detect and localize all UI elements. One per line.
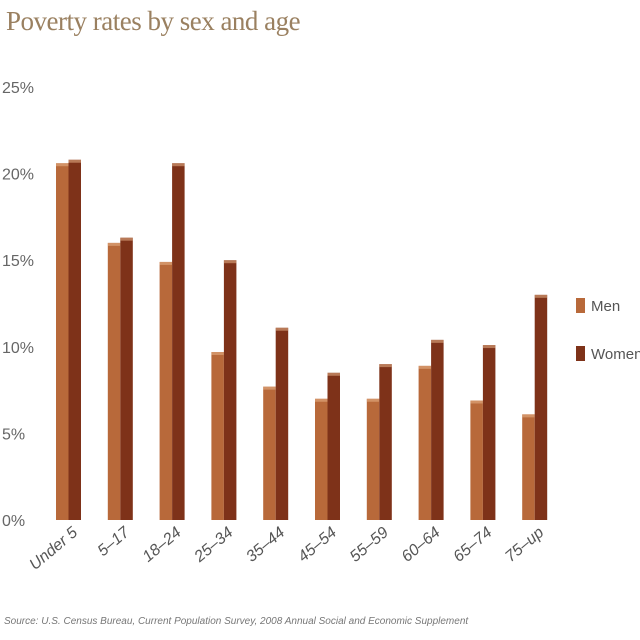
bar-cap <box>366 398 380 402</box>
x-tick-label: 25–34 <box>191 524 237 566</box>
x-tick-label: 55–59 <box>347 524 392 566</box>
bar-men <box>211 351 224 520</box>
bar-women <box>431 339 444 520</box>
bar-men <box>418 365 432 520</box>
bar-cap <box>470 400 483 404</box>
legend-swatch-men <box>576 298 585 313</box>
x-tick-label: Under 5 <box>27 524 82 574</box>
bar-men <box>159 261 173 520</box>
x-axis: Under 5 5–17 18–24 25–34 35–44 45–54 55–59 60–6… <box>27 523 548 573</box>
x-tick-label: 45–54 <box>295 524 340 566</box>
bar-cap <box>120 237 133 241</box>
bar-cap <box>418 365 432 369</box>
x-tick-label: 35–44 <box>243 524 288 566</box>
bar-women <box>379 364 392 520</box>
bar-cap <box>379 364 392 368</box>
bar-cap <box>275 327 289 331</box>
y-tick-label: 20% <box>2 167 34 184</box>
bar-women <box>120 237 133 520</box>
bar-women <box>223 260 237 520</box>
bar-cap <box>223 260 237 264</box>
bar-cap <box>172 163 185 167</box>
bar-men <box>315 398 328 520</box>
bar-cap <box>263 386 276 390</box>
bar-women <box>68 159 81 520</box>
legend-label-men: Men <box>591 298 620 315</box>
bar-men <box>107 242 121 520</box>
legend: Men Women <box>576 298 640 363</box>
bar-women <box>275 327 289 520</box>
y-tick-label: 15% <box>2 253 34 270</box>
bar-cap <box>315 398 328 402</box>
bar-cap <box>431 339 444 343</box>
bar-cap <box>327 372 340 376</box>
bar-cap <box>107 242 121 246</box>
chart-title: Poverty rates by sex and age <box>6 6 301 36</box>
x-tick-label: 75–up <box>502 524 547 566</box>
source-note: Source: U.S. Census Bureau, Current Popu… <box>4 616 469 627</box>
bar-women <box>172 163 185 520</box>
legend-label-women: Women <box>591 346 640 363</box>
x-tick-label: 5–17 <box>95 523 134 560</box>
y-tick-label: 0% <box>2 513 25 530</box>
legend-swatch-women <box>576 346 585 361</box>
bar-cap <box>159 261 173 265</box>
bar-cap <box>68 159 81 163</box>
bar-men <box>522 414 535 520</box>
bar-cap <box>522 414 535 418</box>
bar-women <box>327 372 340 520</box>
y-tick-label: 10% <box>2 340 34 357</box>
bar-cap <box>534 294 548 298</box>
bar-men <box>366 398 380 520</box>
bar-men <box>470 400 483 520</box>
x-tick-label: 65–74 <box>450 524 495 566</box>
bar-men <box>263 386 276 520</box>
bar-cap <box>482 345 496 349</box>
bar-cap <box>56 163 69 167</box>
y-axis: 0% 5% 10% 15% 20% 25% <box>2 80 34 530</box>
x-tick-label: 60–64 <box>399 524 444 566</box>
y-tick-label: 25% <box>2 80 34 97</box>
x-tick-label: 18–24 <box>140 524 185 566</box>
bar-women <box>482 345 496 520</box>
bar-men <box>56 163 69 520</box>
bar-cap <box>211 351 224 355</box>
y-tick-label: 5% <box>2 426 25 443</box>
bars <box>56 159 548 520</box>
bar-women <box>534 294 548 520</box>
